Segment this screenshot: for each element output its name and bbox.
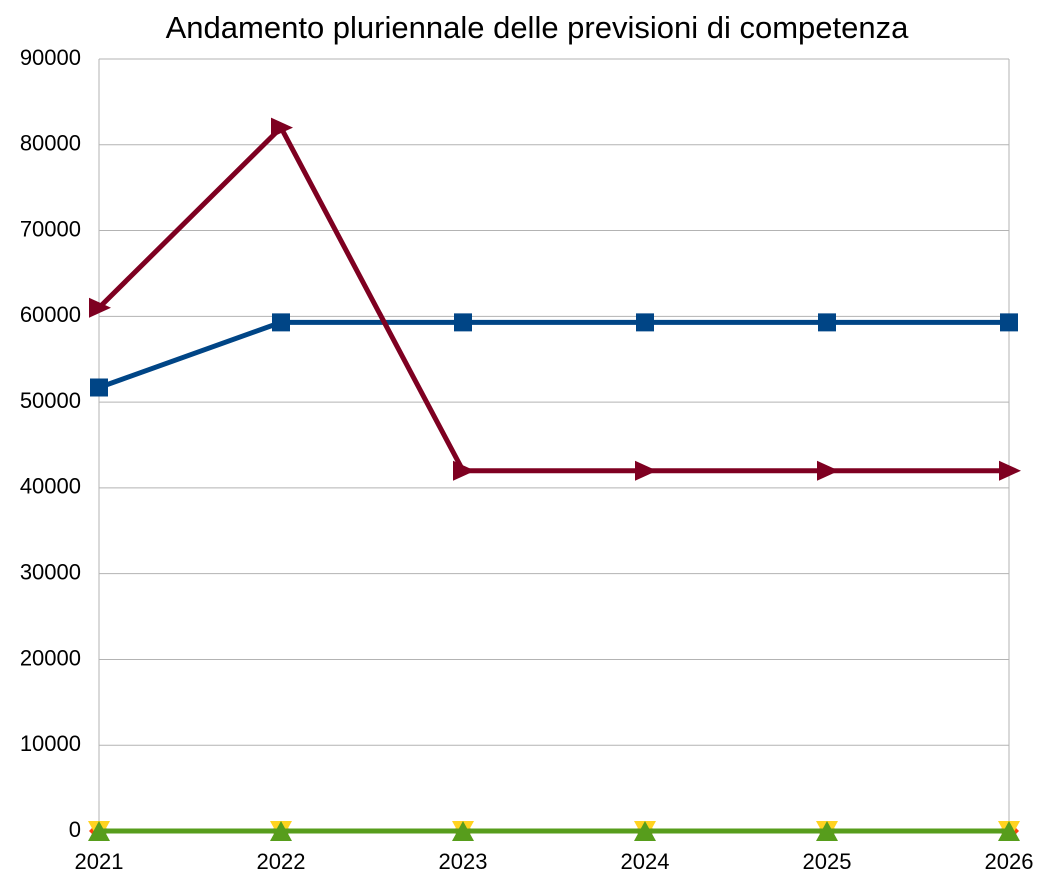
marker xyxy=(271,117,293,138)
x-tick-label: 2026 xyxy=(985,849,1034,874)
y-tick-label: 80000 xyxy=(20,131,81,156)
y-tick-label: 40000 xyxy=(20,474,81,499)
y-tick-label: 50000 xyxy=(20,388,81,413)
chart-title: Andamento pluriennale delle previsioni d… xyxy=(166,10,910,45)
y-tick-label: 10000 xyxy=(20,731,81,756)
x-tick-label: 2024 xyxy=(621,849,670,874)
marker xyxy=(90,378,108,397)
marker xyxy=(635,460,657,481)
marker xyxy=(636,313,654,332)
marker xyxy=(818,313,836,332)
marker xyxy=(88,821,110,841)
marker xyxy=(270,821,292,841)
y-tick-label: 90000 xyxy=(20,45,81,70)
series-line xyxy=(97,125,1009,474)
marker xyxy=(998,821,1020,841)
marker xyxy=(816,821,838,841)
x-tick-label: 2023 xyxy=(439,849,488,874)
marker xyxy=(454,313,472,332)
marker xyxy=(453,460,475,481)
y-tick-label: 30000 xyxy=(20,559,81,584)
marker xyxy=(634,821,656,841)
marker xyxy=(452,821,474,841)
x-tick-label: 2022 xyxy=(257,849,306,874)
marker xyxy=(817,460,839,481)
y-tick-label: 0 xyxy=(69,817,81,842)
marker xyxy=(89,297,111,318)
marker xyxy=(1000,313,1018,332)
series-line xyxy=(98,319,1009,390)
y-tick-label: 70000 xyxy=(20,216,81,241)
y-tick-label: 20000 xyxy=(20,645,81,670)
marker xyxy=(272,313,290,332)
x-tick-label: 2021 xyxy=(75,849,124,874)
y-tick-label: 60000 xyxy=(20,302,81,327)
marker xyxy=(999,460,1021,481)
x-tick-label: 2025 xyxy=(803,849,852,874)
